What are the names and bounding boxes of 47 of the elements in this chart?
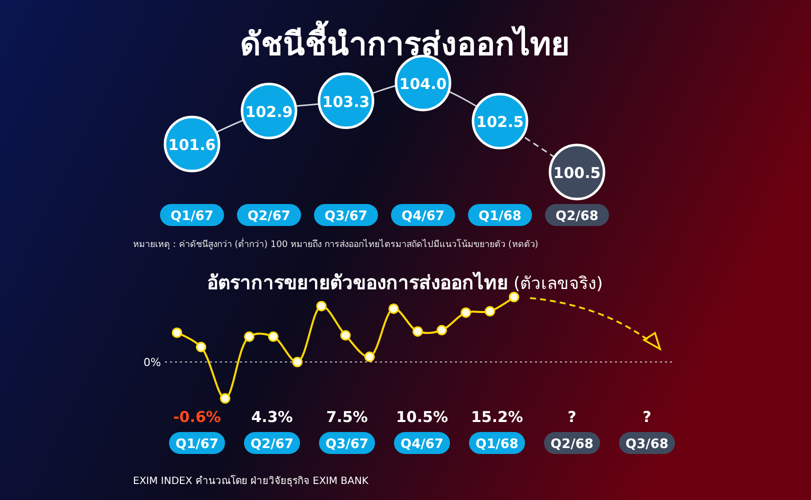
text: หมายเหตุ : ค่าดัชนีสูงกว่า (ต่ำกว่า) 100 หมายถึง การส่งออกไทยไตรมาสถัดไปมีแนวโน้มขยายตัว (หดตัว) <box>133 237 538 250</box>
chart-title: อัตราการขยายตัวของการส่งออกไทย <box>207 271 508 294</box>
data-label: 10.5% <box>396 408 448 426</box>
category-label: Q4/67 <box>400 437 444 452</box>
chart-subtitle: (ตัวเลขจริง) <box>508 274 603 294</box>
point <box>316 300 327 312</box>
data-label: 4.3% <box>251 408 293 426</box>
point <box>436 324 448 336</box>
category-label: Q3/67 <box>326 437 368 452</box>
data-label: 7.5% <box>326 408 368 426</box>
data-label: 100.5 <box>553 164 601 182</box>
point <box>340 330 351 341</box>
category-label: Q3/68 <box>626 437 668 452</box>
category-label: Q1/67 <box>176 437 218 452</box>
point <box>268 331 279 342</box>
chart-title: ดัชนีชี้นำการส่งออกไทย <box>240 20 570 63</box>
data-label: ? <box>568 408 576 426</box>
category-label: Q1/68 <box>476 437 518 452</box>
data-label: 101.6 <box>168 136 216 154</box>
category-label: Q2/68 <box>550 437 594 452</box>
point <box>388 303 399 314</box>
point <box>484 306 496 317</box>
point <box>196 342 206 352</box>
x-tick-label: Q4/67 <box>402 209 444 224</box>
text: EXIM INDEX คำนวณโดย ฝ่ายวิจัยธุรกิจ EXIM BANK <box>133 474 369 487</box>
data-label: 102.9 <box>245 102 293 121</box>
x-tick-label: Q2/68 <box>556 209 598 224</box>
x-tick-label: Q3/67 <box>324 209 368 224</box>
data-label: ? <box>642 408 652 426</box>
data-label: 103.3 <box>322 92 370 111</box>
point <box>364 352 375 362</box>
x-tick-label: Q1/68 <box>478 209 522 224</box>
point <box>412 326 423 337</box>
category-label: Q2/67 <box>250 437 294 452</box>
point <box>172 328 182 338</box>
x-tick-label: Q1/67 <box>170 209 214 224</box>
data-label: 104.0 <box>399 75 447 93</box>
data-label: -0.6% <box>173 408 221 426</box>
point <box>220 393 230 404</box>
x-tick-label: Q2/67 <box>248 209 290 224</box>
point <box>508 292 520 302</box>
point <box>460 307 472 318</box>
data-label: 102.5 <box>476 113 524 132</box>
point <box>244 331 254 342</box>
data-label: 15.2% <box>470 408 524 426</box>
ref-line-label: 0% <box>144 356 161 369</box>
point <box>292 356 303 368</box>
